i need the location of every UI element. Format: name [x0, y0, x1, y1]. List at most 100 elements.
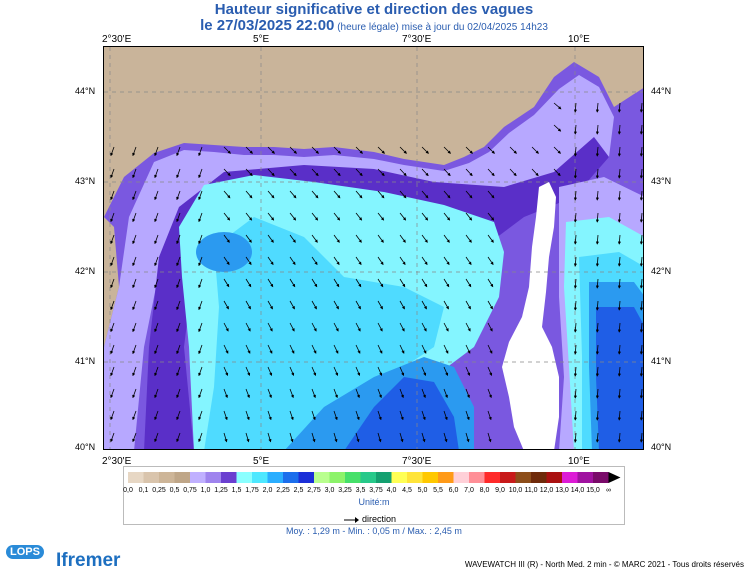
direction-arrow — [198, 212, 203, 223]
legend-color-cell — [469, 472, 485, 483]
wave-stats: Moy. : 1,29 m - Min. : 0,05 m / Max. : 2… — [286, 526, 462, 536]
direction-arrow — [553, 102, 562, 110]
direction-arrow — [289, 432, 294, 443]
model-credit: WAVEWATCH III (R) - North Med. 2 min - ©… — [464, 560, 744, 569]
direction-arrow — [573, 300, 578, 311]
direction-arrow — [132, 234, 137, 245]
direction-arrow — [355, 146, 363, 154]
direction-arrow — [595, 278, 600, 289]
direction-arrow — [639, 102, 643, 113]
direction-arrow — [267, 146, 275, 154]
map-title: Hauteur significative et direction des v… — [214, 1, 534, 18]
direction-arrow — [132, 344, 137, 355]
lat-label-left-1: 44°N — [75, 86, 96, 96]
direction-arrow — [399, 190, 407, 199]
direction-arrow — [639, 168, 643, 179]
direction-arrow — [154, 168, 159, 179]
direction-arrow — [443, 256, 450, 266]
legend-value: 8,0 — [479, 487, 490, 494]
direction-arrow — [245, 256, 252, 266]
direction-arrow — [617, 102, 622, 113]
direction-arrow — [573, 168, 578, 179]
direction-arrow — [267, 168, 275, 177]
lat-label-right-3: 42°N — [651, 266, 672, 276]
direction-arrow — [399, 278, 406, 288]
direction-arrow — [154, 366, 159, 377]
legend-value: 11,0 — [524, 487, 538, 494]
direction-arrow — [333, 344, 339, 354]
direction-arrow — [245, 300, 251, 310]
direction-arrow — [176, 366, 181, 377]
direction-arrow — [487, 388, 492, 399]
direction-arrow — [399, 410, 404, 421]
direction-arrow — [595, 190, 600, 201]
direction-arrow — [355, 366, 361, 376]
direction-arrow — [399, 256, 406, 266]
direction-arrow — [595, 146, 600, 157]
direction-arrow — [377, 234, 384, 243]
direction-arrow — [509, 168, 517, 177]
legend-color-cell — [422, 472, 438, 483]
direction-arrow — [377, 344, 383, 354]
direction-arrow — [595, 212, 600, 223]
direction-arrow — [399, 344, 405, 354]
legend-value: 5,0 — [417, 487, 428, 494]
direction-arrow — [333, 146, 341, 154]
ifremer-logo: Ifremer — [56, 550, 121, 571]
legend-value: 4,5 — [402, 487, 412, 494]
direction-arrow — [377, 432, 382, 443]
direction-arrow — [267, 410, 272, 421]
direction-arrow — [573, 146, 578, 157]
direction-arrow — [595, 256, 600, 267]
legend-value: 2,5 — [293, 487, 304, 494]
direction-arrow — [176, 190, 181, 201]
direction-arrow — [110, 344, 115, 355]
direction-arrow — [573, 366, 578, 377]
direction-arrow — [639, 388, 643, 399]
direction-arrow — [639, 212, 643, 223]
legend-color-cell — [345, 472, 361, 483]
direction-arrow — [154, 212, 159, 223]
direction-arrow — [377, 146, 385, 154]
direction-arrow — [377, 322, 383, 332]
direction-arrow — [333, 234, 340, 243]
direction-arrow — [223, 410, 228, 421]
direction-arrow — [617, 146, 622, 157]
direction-arrow — [154, 344, 159, 355]
direction-arrow — [377, 366, 383, 376]
legend-value: 3,75 — [369, 487, 383, 494]
direction-arrow — [132, 212, 137, 223]
direction-arrow — [355, 300, 361, 310]
direction-arrow — [573, 256, 578, 267]
legend-color-cell — [159, 472, 175, 483]
direction-arrow — [465, 190, 473, 199]
direction-arrow — [110, 410, 115, 421]
direction-arrow — [198, 432, 203, 443]
land-north — [104, 47, 643, 217]
direction-arrow — [333, 256, 340, 266]
direction-arrow — [421, 322, 427, 332]
direction-arrow — [595, 388, 600, 399]
legend-color-cell — [267, 472, 283, 483]
direction-arrow — [198, 234, 203, 245]
direction-arrow — [223, 190, 231, 199]
direction-arrow — [443, 168, 451, 177]
legend-value: 1,75 — [245, 487, 259, 494]
legend-value: 0,0 — [123, 487, 133, 494]
legend-color-cell — [143, 472, 159, 483]
direction-arrow — [110, 234, 115, 245]
direction-arrow — [595, 124, 600, 135]
legend-color-cell — [221, 472, 237, 483]
legend-value: 0,5 — [169, 487, 180, 494]
direction-arrow — [553, 146, 561, 154]
legend-value: 14,0 — [570, 487, 585, 494]
direction-arrow — [421, 168, 429, 177]
direction-arrow — [110, 366, 115, 377]
legend-unit: Unité:m — [358, 497, 390, 507]
legend-color-cell — [391, 472, 407, 483]
legend-value: 6,0 — [448, 487, 459, 494]
island-corsica-sardinia — [502, 182, 559, 449]
direction-arrow — [487, 256, 494, 266]
direction-arrow — [245, 212, 253, 221]
direction-arrow — [487, 212, 495, 221]
